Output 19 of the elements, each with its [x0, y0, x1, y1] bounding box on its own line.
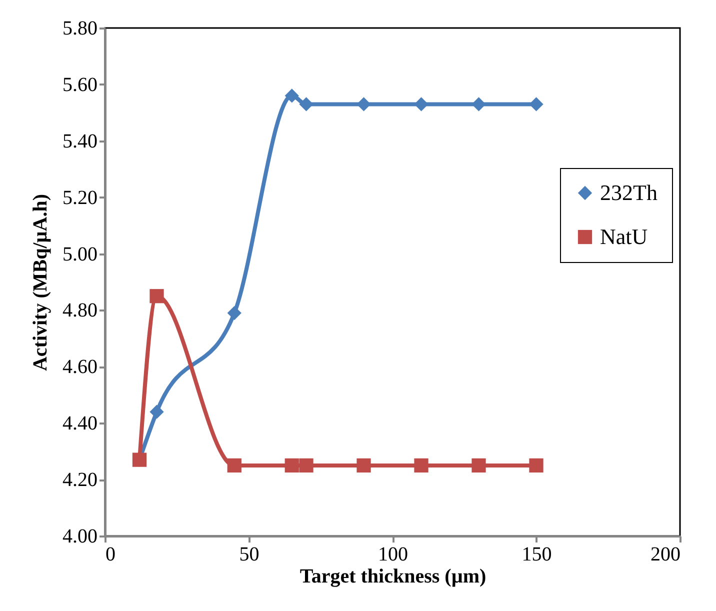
y-tick-label: 4.20 — [62, 469, 98, 492]
y-tick-label: 5.80 — [62, 18, 98, 40]
y-tick-label: 4.40 — [62, 412, 98, 435]
legend-label: 232Th — [600, 180, 658, 205]
x-tick-label: 150 — [522, 544, 552, 566]
x-tick-label: 100 — [378, 544, 408, 566]
legend-label: NatU — [600, 224, 648, 249]
y-tick-label: 5.20 — [62, 186, 98, 209]
y-tick-label: 4.00 — [62, 526, 98, 548]
y-tick-label: 4.60 — [62, 356, 98, 378]
y-tick-label: 5.00 — [62, 243, 98, 266]
y-tick-label: 5.60 — [62, 74, 98, 96]
x-tick-label: 50 — [239, 544, 260, 566]
y-axis-title: Activity (MBq/µA.h) — [30, 194, 52, 372]
x-axis-title: Target thickness (µm) — [300, 566, 486, 588]
x-tick-label: 0 — [106, 544, 116, 566]
x-tick-label: 200 — [650, 544, 680, 566]
y-tick-label: 4.80 — [62, 300, 98, 322]
y-tick-label: 5.40 — [62, 130, 98, 152]
